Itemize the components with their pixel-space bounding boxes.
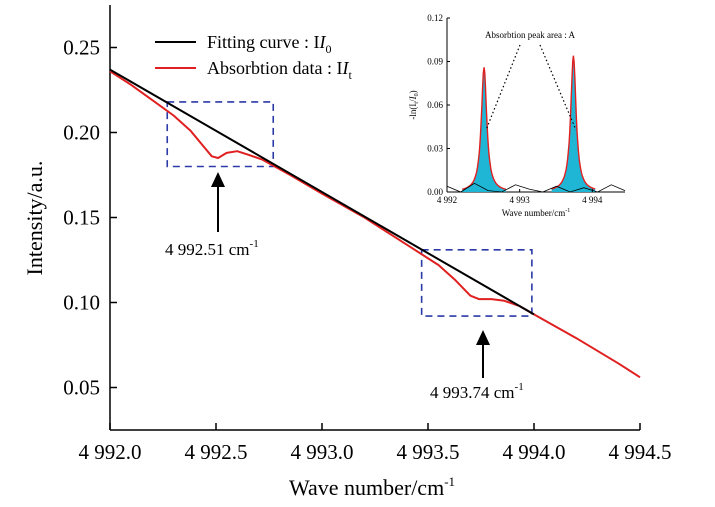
y-tick-label: 0.15 [63,206,100,230]
arrow-head-left [211,172,225,187]
y-tick-label: 0.05 [63,376,100,400]
x-tick-label: 4 992.5 [185,440,248,464]
y-tick-label: 0.10 [63,291,100,315]
inset-peak-area-1 [462,67,506,192]
x-axis-label: Wave number/cm-1 [289,474,455,500]
legend-label-absorption: Absorbtion data : IIt [207,58,352,82]
x-tick-label: 4 992.0 [79,440,142,464]
annotations: 4 992.51 cm-1 4 993.74 cm-1 [165,172,524,402]
x-tick-label: 4 994.0 [503,440,566,464]
inset-y-tick-label: 0.06 [427,100,443,110]
inset-x-axis-label: Wave number/cm-1 [502,208,571,218]
inset-x-tick-label: 4 993 [510,195,531,205]
x-tick-label: 4 993.0 [291,440,354,464]
x-tick-label: 4 994.5 [609,440,672,464]
inset-y-tick-label: 0.03 [427,144,443,154]
inset-x-ticks: 4 992 4 993 4 994 [437,189,603,205]
y-ticks: 0.05 0.10 0.15 0.20 0.25 [63,36,117,400]
annotation-peak-2: 4 993.74 cm-1 [430,381,524,402]
highlight-box-1 [166,101,275,168]
arrow-head-right [476,330,490,345]
inset-dotted-arrow-left [485,44,521,131]
legend-label-fitting: Fitting curve : II0 [207,32,331,56]
y-tick-label: 0.20 [63,121,100,145]
highlight-boxes [166,101,533,317]
inset-y-tick-label: 0.12 [427,13,443,23]
inset-x-tick-label: 4 994 [582,195,603,205]
inset-peak-fit-2 [551,55,596,190]
x-tick-label: 4 993.5 [397,440,460,464]
highlight-box-2 [420,249,533,317]
inset-peak-area-2 [551,55,596,193]
inset-chart: 0.00 0.03 0.06 0.09 0.12 4 992 4 993 4 994 -ln… [408,13,626,218]
inset-y-axis-label: -ln(It/I0) [408,90,420,119]
inset-y-tick-label: 0.09 [427,57,443,67]
series-line-absorption [109,70,641,379]
inset-x-tick-label: 4 992 [437,195,457,205]
inset-y-tick-label: 0.00 [427,187,443,197]
series-lines [109,68,641,379]
series-line-fitting [109,68,535,316]
y-axis-label: Intensity/a.u. [22,161,47,276]
inset-raw-baseline [446,182,626,193]
x-ticks: 4 992.0 4 992.5 4 993.0 4 993.5 4 994.0 4 994… [79,423,672,464]
annotation-peak-1: 4 992.51 cm-1 [165,238,259,259]
main-chart: 0.05 0.10 0.15 0.20 0.25 4 992.0 4 992.5 4 993… [22,5,672,500]
inset-annotation-peak-area: Absorbtion peak area : A [485,30,575,40]
inset-peak-areas [446,55,626,193]
inset-dotted-arrow-right [539,44,577,131]
inset-y-ticks: 0.00 0.03 0.06 0.09 0.12 [427,13,450,197]
legend: Fitting curve : II0 Absorbtion data : II… [155,32,352,82]
y-tick-label: 0.25 [63,36,100,60]
